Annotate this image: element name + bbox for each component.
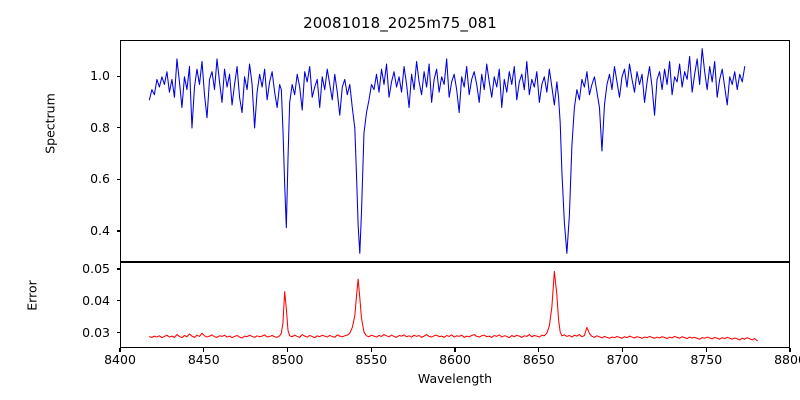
x-tick-mark [203, 348, 205, 352]
x-tick-label-8650: 8650 [522, 352, 555, 367]
x-tick-mark [621, 348, 624, 352]
spectrum-y-tick-mark [116, 230, 120, 232]
error-line-series [148, 270, 758, 342]
error-plot-panel [120, 262, 790, 348]
x-tick-mark [705, 348, 707, 352]
error-y-tick-label-0.03: 0.03 [82, 324, 110, 340]
x-tick-label-8700: 8700 [606, 352, 639, 367]
error-y-tick-mark [116, 300, 120, 302]
x-tick-label-8550: 8550 [355, 352, 388, 367]
error-y-tick-mark [116, 332, 120, 334]
x-axis-label: Wavelength [417, 371, 493, 386]
spectrum-y-tick-label-1.0: 1.0 [90, 68, 110, 84]
spectrum-y-axis-label: Spectrum [42, 93, 58, 154]
x-tick-label-8400: 8400 [104, 352, 136, 367]
x-tick-mark [119, 348, 121, 352]
x-tick-label-8600: 8600 [439, 352, 471, 367]
x-tick-mark [454, 348, 456, 352]
spectrum-y-tick-mark [116, 75, 120, 77]
x-tick-label-8500: 8500 [271, 352, 304, 367]
chart-title: 20081018_2025m75_081 [303, 14, 497, 32]
error-y-tick-mark [116, 268, 120, 270]
x-tick-mark [370, 348, 372, 352]
error-y-axis-label: Error [24, 280, 40, 311]
spectrum-y-tick-mark [116, 178, 120, 180]
spectrum-y-tick-mark [116, 127, 120, 129]
spectrum-y-tick-label-0.6: 0.6 [90, 171, 110, 187]
x-tick-label-8450: 8450 [187, 352, 220, 367]
x-tick-mark [538, 348, 540, 352]
error-y-tick-label-0.05: 0.05 [82, 261, 110, 276]
spectrum-y-tick-label-0.8: 0.8 [90, 119, 110, 135]
spectrum-plot-panel [120, 40, 790, 262]
spectrum-y-tick-label-0.4: 0.4 [90, 223, 110, 239]
x-tick-mark [789, 348, 791, 352]
spectrum-line-series [148, 48, 746, 254]
error-y-tick-label-0.04: 0.04 [82, 292, 110, 308]
x-tick-mark [286, 348, 289, 352]
x-tick-label-8750: 8750 [690, 352, 723, 367]
